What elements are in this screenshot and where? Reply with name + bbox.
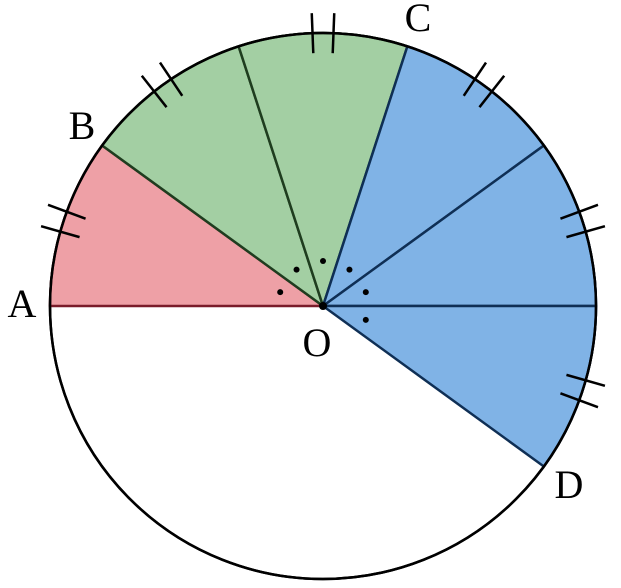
angle-dot (362, 289, 369, 296)
tick-mark (462, 61, 488, 97)
angle-dot (293, 266, 300, 273)
tick-mark (140, 74, 168, 108)
point-label: D (555, 462, 584, 507)
tick-mark (40, 225, 80, 239)
tick-mark (47, 203, 86, 220)
tick-mark (158, 61, 184, 97)
tick-mark (566, 373, 606, 387)
point-label: O (303, 320, 332, 365)
tick-mark (560, 392, 599, 409)
center-point (319, 302, 327, 310)
tick-mark (566, 225, 606, 239)
tick-mark (478, 74, 506, 108)
tick-mark (331, 13, 336, 54)
point-label: C (405, 0, 432, 40)
point-label: A (8, 281, 37, 326)
tick-mark (310, 13, 315, 54)
angle-dot (346, 266, 353, 273)
angle-dot (277, 289, 284, 296)
angle-dot (320, 258, 326, 264)
shapes (40, 13, 606, 581)
angle-dot (362, 316, 369, 323)
circle-outline (48, 31, 598, 581)
point-label: B (69, 103, 96, 148)
tick-mark (560, 203, 599, 220)
